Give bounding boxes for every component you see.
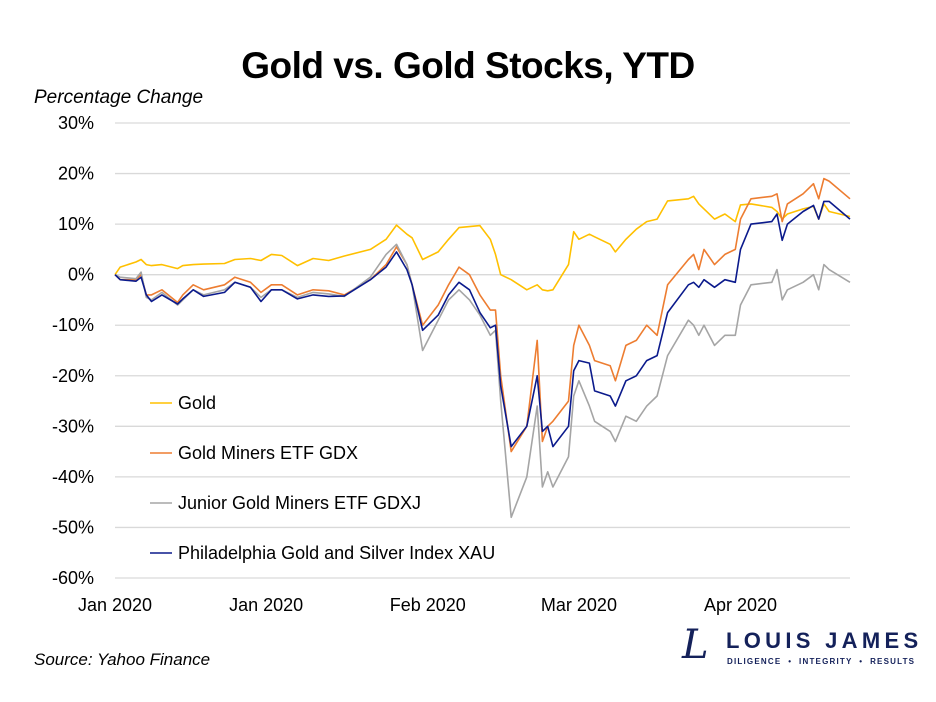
y-tick-label: -30% xyxy=(52,416,94,436)
y-tick-label: 20% xyxy=(58,164,94,184)
x-tick-label: Jan 2020 xyxy=(78,595,152,615)
logo-mark: L xyxy=(682,622,709,668)
legend-label: Philadelphia Gold and Silver Index XAU xyxy=(178,543,495,563)
y-tick-label: -40% xyxy=(52,467,94,487)
louis-james-logo: L LOUIS JAMES DILIGENCE • INTEGRITY • RE… xyxy=(682,622,918,671)
y-tick-label: 10% xyxy=(58,214,94,234)
series-line-gold-miners-etf-gdx xyxy=(114,177,851,453)
source-note: Source: Yahoo Finance xyxy=(34,650,211,669)
y-axis-label: Percentage Change xyxy=(34,87,204,108)
series-line-gold xyxy=(114,195,851,292)
x-tick-label: Feb 2020 xyxy=(390,595,466,615)
x-tick-label: Jan 2020 xyxy=(229,595,303,615)
y-tick-label: -50% xyxy=(52,517,94,537)
legend-label: Gold xyxy=(178,393,216,413)
y-tick-label: -10% xyxy=(52,315,94,335)
y-tick-label: 0% xyxy=(68,265,94,285)
chart-title: Gold vs. Gold Stocks, YTD xyxy=(241,45,695,86)
y-tick-label: 30% xyxy=(58,113,94,133)
y-tick-label: -20% xyxy=(52,366,94,386)
logo-name: LOUIS JAMES xyxy=(726,628,923,653)
legend-label: Gold Miners ETF GDX xyxy=(178,443,358,463)
y-tick-label: -60% xyxy=(52,568,94,588)
legend-label: Junior Gold Miners ETF GDXJ xyxy=(178,493,421,513)
x-tick-label: Apr 2020 xyxy=(704,595,777,615)
series-line-philadelphia-gold-and-silver-index-xau xyxy=(114,200,851,448)
logo-tagline: DILIGENCE • INTEGRITY • RESULTS xyxy=(727,657,916,666)
x-tick-label: Mar 2020 xyxy=(541,595,617,615)
